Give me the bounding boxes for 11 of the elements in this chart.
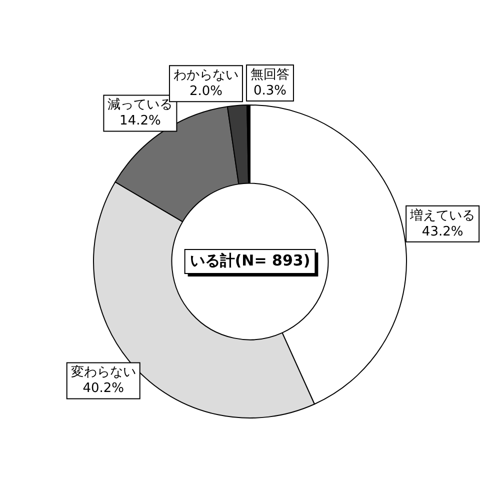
data-label: 43.2% [422, 224, 464, 240]
text: いる計(N= 893) [190, 251, 310, 270]
slice-label: 増えている [409, 207, 476, 224]
data-label: 40.2% [82, 381, 124, 396]
slice-label: 減っている [108, 98, 173, 113]
slice-label: 無回答 [250, 67, 290, 82]
data-label: 2.0% [189, 84, 222, 99]
slice-label: 変わらない [70, 364, 136, 380]
slice-label: わからない [173, 68, 238, 83]
data-label: 14.2% [120, 114, 161, 129]
data-label: 0.3% [253, 83, 286, 98]
